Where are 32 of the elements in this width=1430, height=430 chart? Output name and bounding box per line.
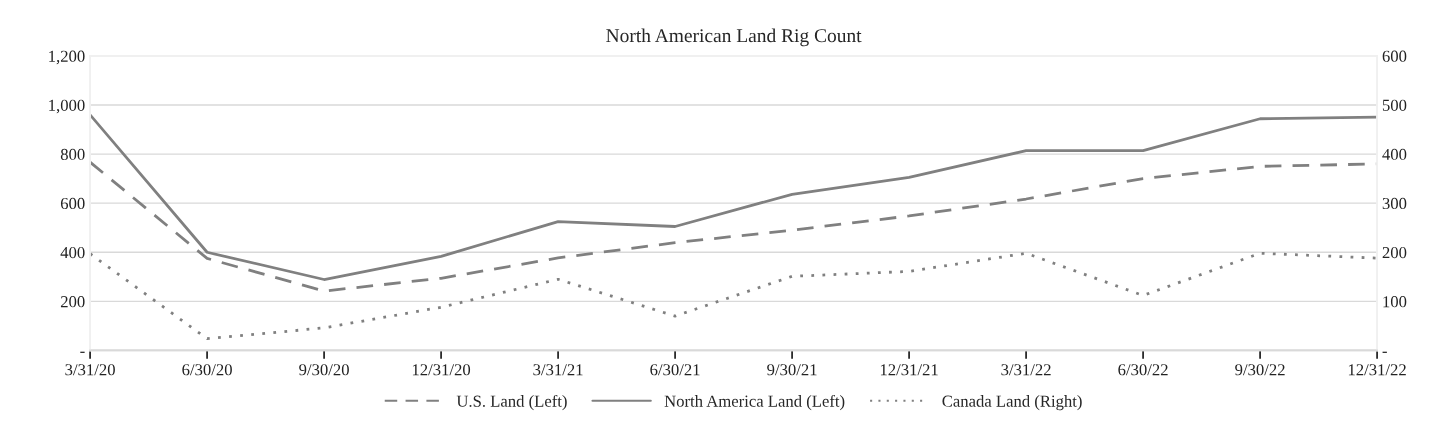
x-tick-label: 3/31/20 [65,364,115,376]
line-series [90,251,1378,341]
x-tick-label: 6/30/21 [650,364,700,376]
x-tick-label: 12/31/21 [880,364,938,376]
x-tick-label: 3/31/22 [1001,364,1051,376]
legend-label: North America Land (Left) [664,394,845,411]
y2-tick-label: 400 [1382,148,1407,161]
legend-label: Canada Land (Right) [942,395,1082,411]
y2-tick-label: 500 [1382,99,1407,111]
x-tick-label: 9/30/22 [1235,364,1285,376]
x-tick-label: 12/31/20 [412,364,471,376]
chart-title: North American Land Rig Count [606,28,862,47]
y-tick-label: 400 [60,246,85,259]
x-tick-label: 3/31/21 [533,364,583,376]
x-tick-label: 9/30/21 [767,364,817,376]
y-tick-label: 800 [60,148,85,161]
x-tick-label: 6/30/20 [182,364,232,376]
y-tick-label: 600 [60,197,85,210]
line-series [90,113,1378,281]
y2-tick-label: 100 [1383,296,1407,308]
y-tick-label: 1,200 [49,50,85,65]
x-tick-label: 12/31/22 [1348,364,1406,376]
y2-tick-label: 300 [1382,197,1407,210]
legend-label: U.S. Land (Left) [456,394,567,411]
x-tick-label: 6/30/22 [1118,364,1168,376]
y2-tick-label: 600 [1382,50,1407,62]
y-tick-label: - [80,351,85,353]
x-tick-label: 9/30/20 [299,364,349,376]
y-tick-label: 200 [60,296,85,308]
y2-tick-label: - [1382,351,1387,353]
y2-tick-label: 200 [1382,246,1407,259]
y-tick-label: 1,000 [49,99,85,114]
